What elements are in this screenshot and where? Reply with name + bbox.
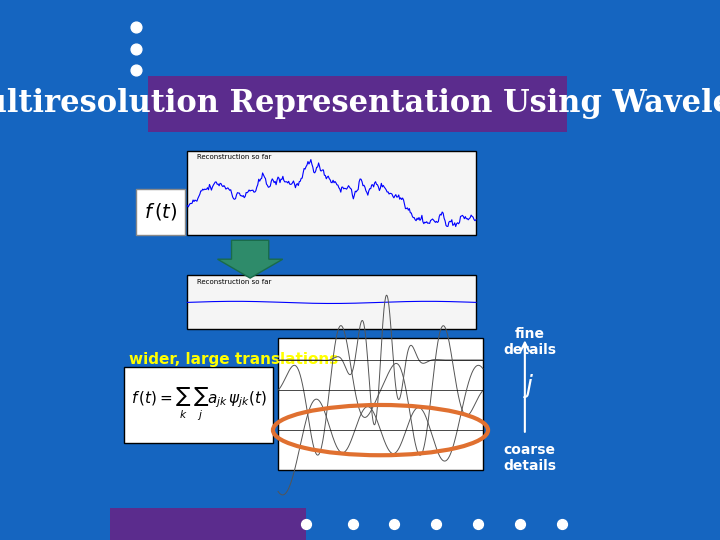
Text: fine
details: fine details [503, 327, 556, 357]
Polygon shape [217, 240, 283, 278]
Text: Reconstruction so far: Reconstruction so far [197, 154, 271, 160]
FancyBboxPatch shape [110, 508, 306, 540]
Text: coarse
details: coarse details [503, 443, 556, 473]
Point [300, 519, 312, 528]
Point [130, 23, 142, 31]
Point [389, 519, 400, 528]
Point [130, 44, 142, 53]
Text: $f\,(t)$: $f\,(t)$ [144, 201, 177, 222]
FancyBboxPatch shape [148, 76, 567, 132]
Text: wider, large translations: wider, large translations [129, 352, 338, 367]
Point [557, 519, 568, 528]
Text: Reconstruction so far: Reconstruction so far [197, 279, 271, 285]
Text: Multiresolution Representation Using Wavelets: Multiresolution Representation Using Wav… [0, 88, 720, 119]
Point [472, 519, 484, 528]
FancyBboxPatch shape [136, 189, 185, 235]
FancyBboxPatch shape [278, 338, 483, 470]
Point [130, 66, 142, 75]
FancyBboxPatch shape [187, 275, 476, 329]
Point [431, 519, 442, 528]
FancyBboxPatch shape [187, 151, 476, 235]
Point [514, 519, 526, 528]
Text: $f\,(t) = \sum_{k}\;\sum_{j} a_{jk}\,\psi_{jk}(t)$: $f\,(t) = \sum_{k}\;\sum_{j} a_{jk}\,\ps… [131, 387, 267, 423]
Text: j: j [526, 374, 533, 398]
FancyBboxPatch shape [125, 367, 274, 443]
Point [347, 519, 359, 528]
